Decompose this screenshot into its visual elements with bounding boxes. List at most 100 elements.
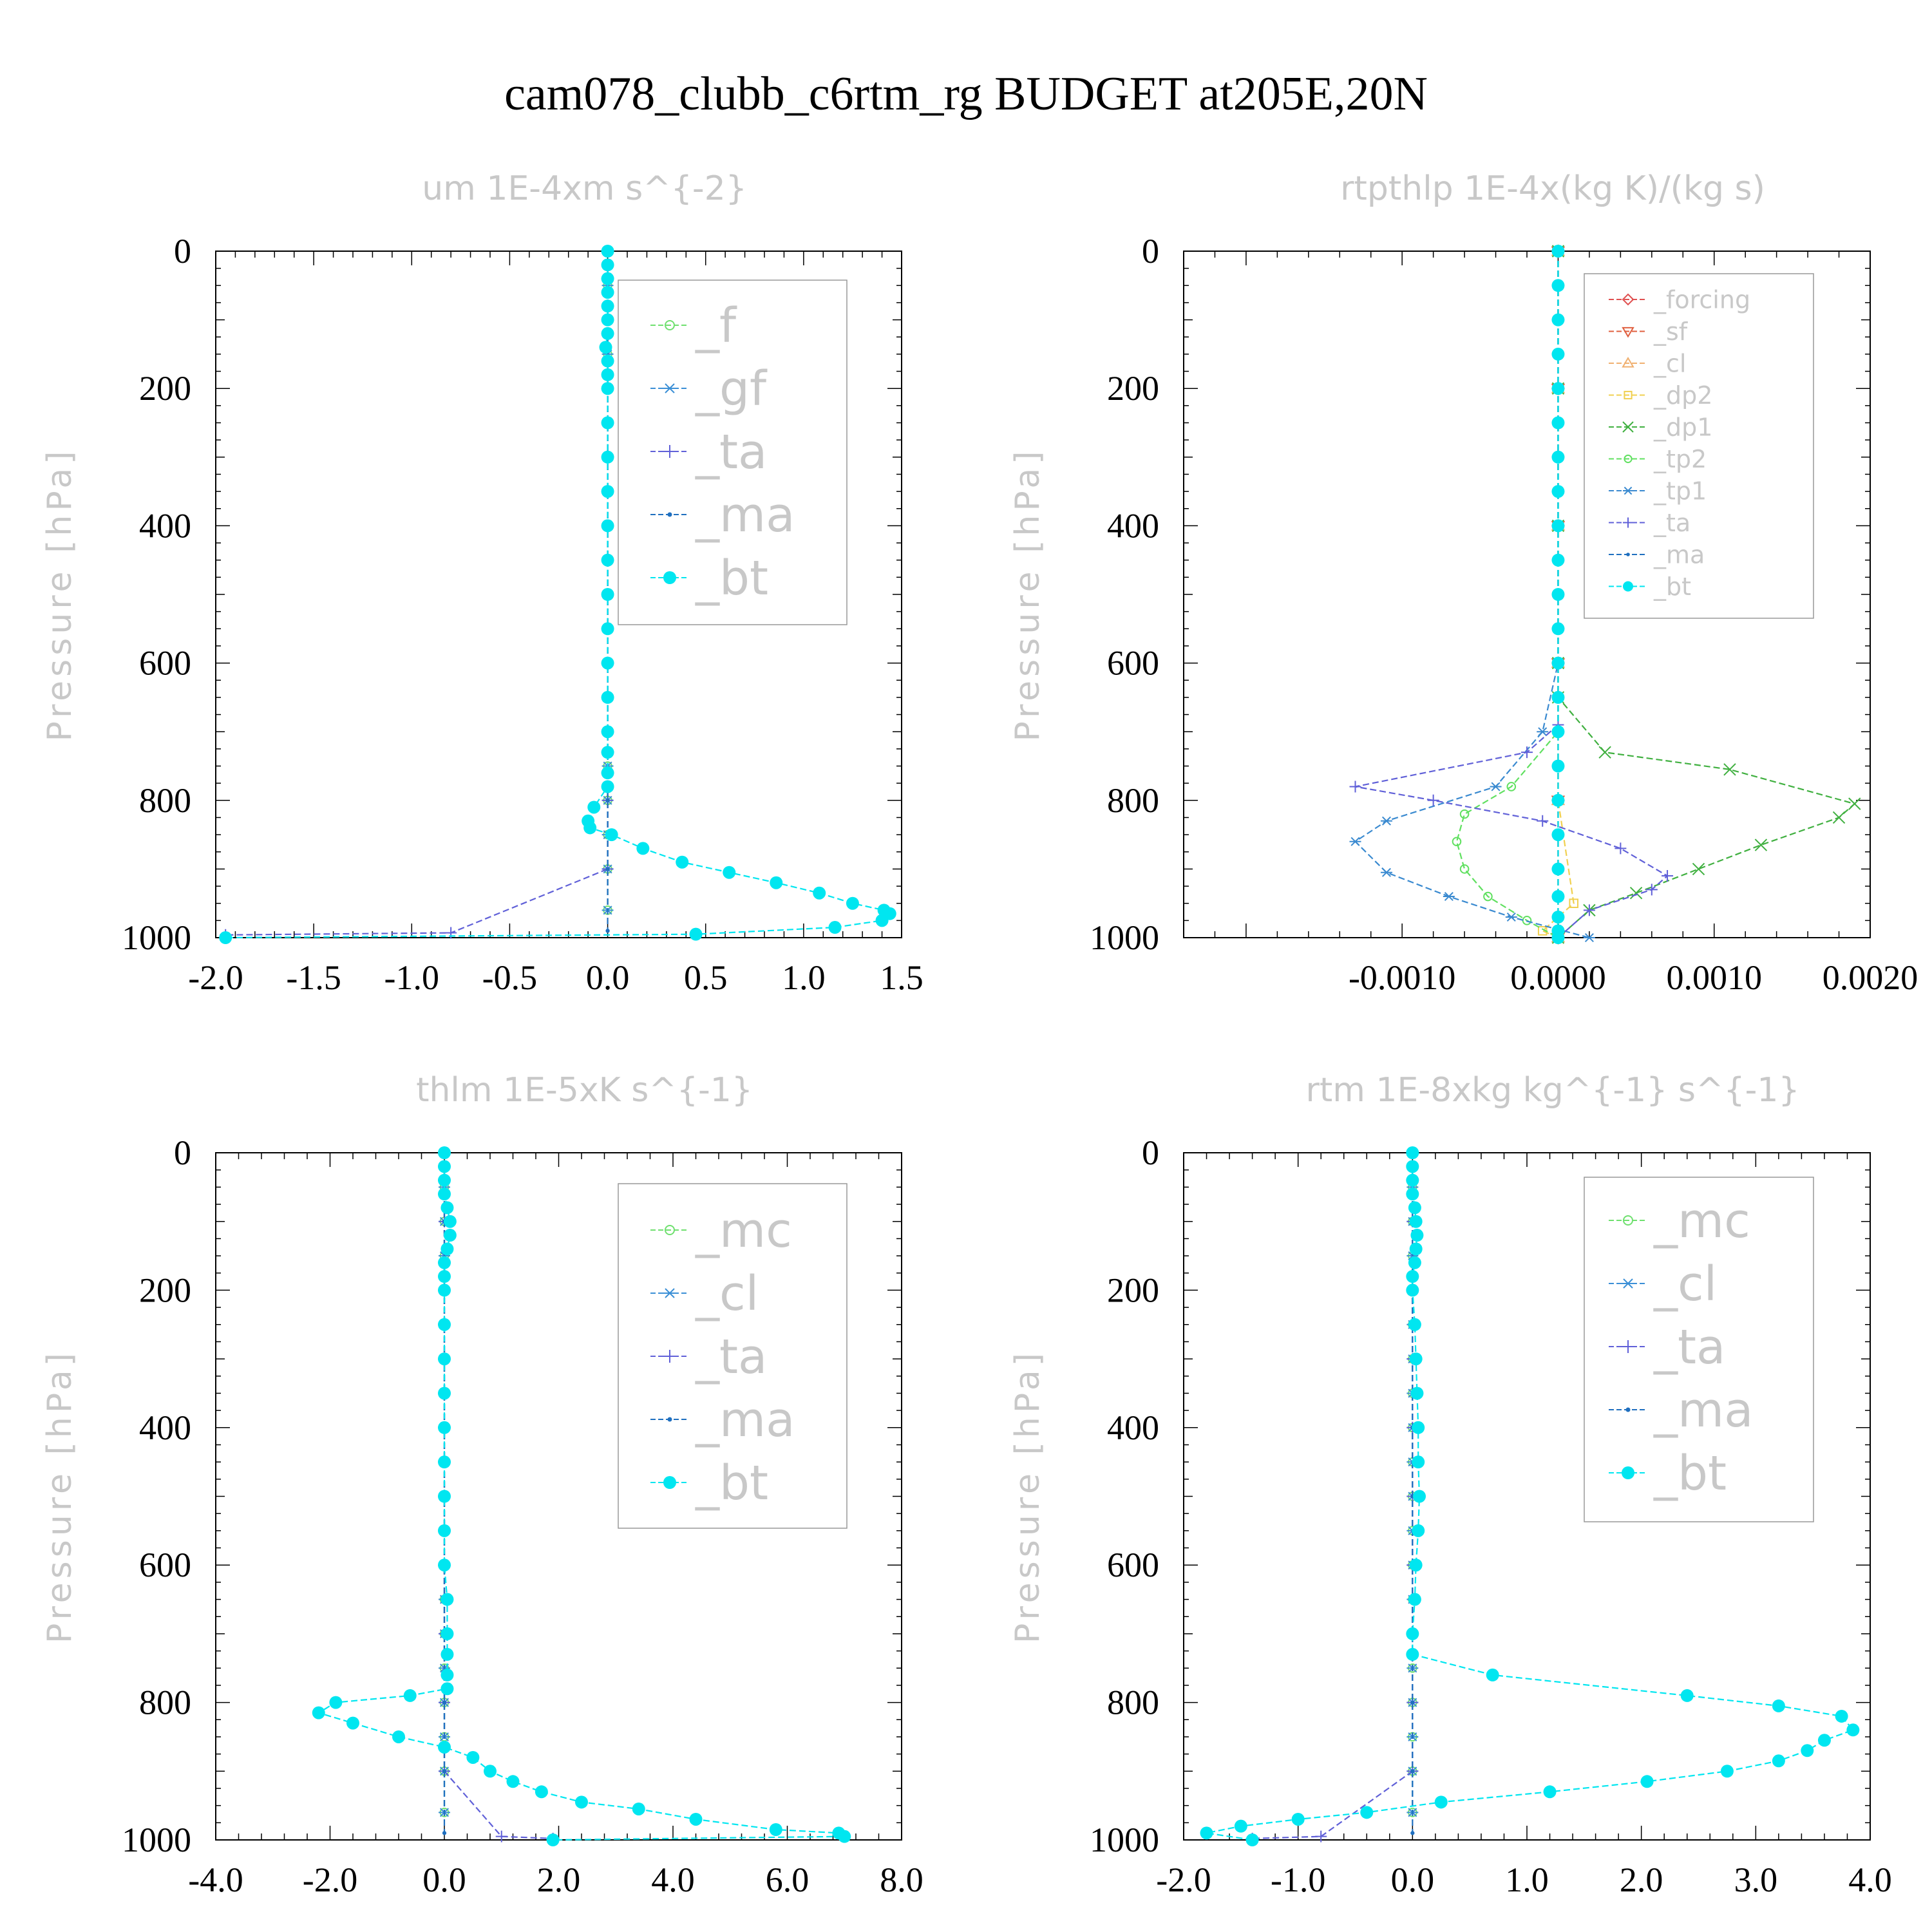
legend-label: _ma <box>695 1392 795 1448</box>
data-point-bt <box>1835 1709 1848 1723</box>
data-point-bt <box>1408 1256 1421 1269</box>
series-layer <box>1200 1146 1860 1846</box>
data-point-bt <box>601 485 614 498</box>
data-point-bt <box>440 1668 454 1681</box>
data-point-tp1 <box>1443 892 1455 902</box>
y-axis-label: Pressure [hPa] <box>1009 1349 1047 1643</box>
legend-marker-cl <box>1622 357 1634 368</box>
data-point-tp2 <box>1459 864 1470 874</box>
x-tick-label: 4.0 <box>1848 1861 1892 1899</box>
y-tick-label: 200 <box>139 1271 191 1309</box>
x-tick-label: 0.0 <box>422 1861 466 1899</box>
data-point-bt <box>443 1229 457 1242</box>
data-point-bt <box>1551 793 1565 807</box>
data-point-dp2 <box>1569 898 1578 909</box>
series-line-ta <box>1252 1153 1414 1839</box>
data-point-bt <box>1551 245 1565 258</box>
data-point-bt <box>438 1352 451 1366</box>
legend-label: _dp2 <box>1653 381 1712 410</box>
data-point-tp1 <box>1537 727 1549 737</box>
chart-panel-4: rtm 1E-8xkg kg^{-1} s^{-1} Pressure [hPa]… <box>1009 1071 1892 1899</box>
data-point-ta <box>1662 870 1674 882</box>
data-point-tp1 <box>1380 816 1392 826</box>
legend-label: _bt <box>1653 1446 1727 1501</box>
y-tick-label: 600 <box>1107 644 1159 683</box>
data-point-bt <box>689 1812 703 1826</box>
legend-marker-bt <box>1622 1466 1634 1479</box>
legend-marker-gf <box>663 383 676 393</box>
data-point-bt <box>601 285 614 299</box>
data-point-ma <box>1410 1831 1415 1835</box>
legend-label: _f <box>695 298 737 354</box>
figure-suptitle: cam078_clubb_c6rtm_rg BUDGET at205E,20N <box>504 68 1428 120</box>
chart-panel-1: um 1E-4xm s^{-2} Pressure [hPa] 0 200 400 600… <box>41 169 923 997</box>
data-point-bt <box>312 1706 325 1719</box>
legend-marker-ma <box>667 1417 672 1422</box>
y-tick-label: 0 <box>1142 232 1159 270</box>
legend-marker-bt <box>663 1476 676 1489</box>
data-point-bt <box>535 1785 548 1799</box>
x-tick-label: 1.5 <box>880 958 923 997</box>
chart-title: um 1E-4xm s^{-2} <box>422 169 747 208</box>
data-point-bt <box>601 622 614 636</box>
data-point-bt <box>403 1689 417 1702</box>
data-point-bt <box>601 450 614 464</box>
data-point-bt <box>1200 1826 1213 1840</box>
data-point-ta <box>1349 781 1361 793</box>
x-tick-label: -1.0 <box>1271 1861 1325 1899</box>
data-point-bt <box>1360 1806 1374 1819</box>
data-point-bt <box>1551 725 1565 739</box>
data-point-bt <box>875 914 889 927</box>
x-tick-label: -2.0 <box>303 1861 357 1899</box>
data-point-bt <box>1640 1775 1654 1788</box>
data-point-bt <box>1551 416 1565 430</box>
data-point-bt <box>1409 1352 1423 1366</box>
legend-label: _bt <box>1653 573 1691 601</box>
data-point-ta <box>1645 884 1658 896</box>
data-point-bt <box>1409 1242 1423 1256</box>
data-point-bt <box>1551 690 1565 704</box>
legend-label: _cl <box>1653 1256 1717 1312</box>
chart-title: rtm 1E-8xkg kg^{-1} s^{-1} <box>1305 1071 1799 1110</box>
data-point-bt <box>1551 588 1565 601</box>
data-point-bt <box>438 1173 451 1187</box>
data-point-bt <box>601 725 614 739</box>
legend-marker-bt <box>1623 581 1633 592</box>
data-point-dp1 <box>1692 862 1705 876</box>
legend-box <box>1584 273 1814 619</box>
legend-marker-sf <box>1622 327 1634 338</box>
y-tick-label: 0 <box>174 1133 191 1172</box>
legend-label: _gf <box>695 361 768 417</box>
data-point-bt <box>1543 1785 1557 1799</box>
x-tick-label: 1.0 <box>1505 1861 1549 1899</box>
data-point-bt <box>813 886 826 900</box>
data-point-bt <box>601 245 614 258</box>
data-point-ma <box>442 1831 447 1835</box>
data-point-bt <box>1412 1421 1425 1434</box>
legend-marker-ma <box>667 512 672 517</box>
data-point-bt <box>1551 911 1565 924</box>
data-point-ta <box>1315 1830 1327 1842</box>
y-tick-label: 600 <box>1107 1546 1159 1584</box>
legend-label: _ta <box>695 1329 767 1385</box>
y-tick-label: 800 <box>139 781 191 820</box>
data-point-ta <box>1583 904 1595 916</box>
data-point-bt <box>601 382 614 395</box>
data-point-bt <box>1408 1593 1421 1606</box>
data-point-ma <box>605 798 610 802</box>
panels: um 1E-4xm s^{-2} Pressure [hPa] 0 200 400 600… <box>41 169 1918 1899</box>
data-point-bt <box>1410 1229 1424 1242</box>
legend: _mc _cl _ta _ma _bt <box>618 1183 848 1529</box>
series-layer <box>219 245 896 944</box>
data-point-bt <box>438 1490 451 1503</box>
data-point-bt <box>1551 622 1565 636</box>
data-point-bt <box>438 1270 451 1283</box>
data-point-bt <box>605 828 618 842</box>
x-tick-label: 0.0010 <box>1666 958 1762 997</box>
x-tick-label: 8.0 <box>880 1861 923 1899</box>
data-point-bt <box>438 1421 451 1434</box>
data-point-bt <box>828 921 842 934</box>
y-tick-label: 800 <box>1107 1683 1159 1722</box>
y-tick-label: 200 <box>139 369 191 408</box>
y-tick-label: 1000 <box>122 1821 191 1859</box>
